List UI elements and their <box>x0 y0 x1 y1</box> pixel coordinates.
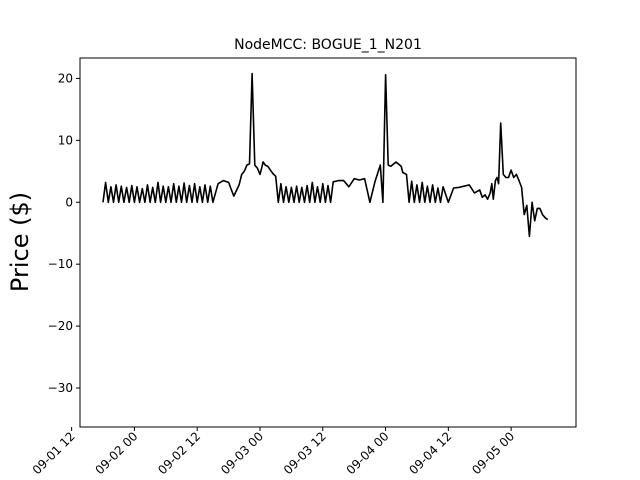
chart-title: NodeMCC: BOGUE_1_N201 <box>234 37 422 53</box>
y-tick-label: 10 <box>58 133 73 147</box>
x-tick-label: 09-04 12 <box>406 429 454 477</box>
y-axis-label: Price ($) <box>6 192 34 292</box>
y-tick-label: −30 <box>48 381 73 395</box>
y-tick-label: −10 <box>48 257 73 271</box>
plot-frame <box>79 57 577 428</box>
plot-background <box>80 58 576 427</box>
y-tick-label: −20 <box>48 319 73 333</box>
x-axis-ticks: 09-01 12 09-02 00 09-02 12 09-03 00 09-03 12… <box>30 427 517 477</box>
price-line <box>102 72 549 238</box>
x-tick-label: 09-03 12 <box>281 429 329 477</box>
y-tick-label: 20 <box>58 71 73 85</box>
x-tick-label: 09-03 00 <box>218 429 266 477</box>
y-axis-ticks: 20 10 0 −10 −20 −30 <box>48 71 80 395</box>
y-tick-label: 0 <box>65 195 73 209</box>
x-tick-label: 09-05 00 <box>469 429 517 477</box>
x-tick-label: 09-01 12 <box>30 429 78 477</box>
x-tick-label: 09-02 12 <box>155 429 203 477</box>
x-tick-label: 09-02 00 <box>92 429 140 477</box>
x-tick-label: 09-04 00 <box>344 429 392 477</box>
